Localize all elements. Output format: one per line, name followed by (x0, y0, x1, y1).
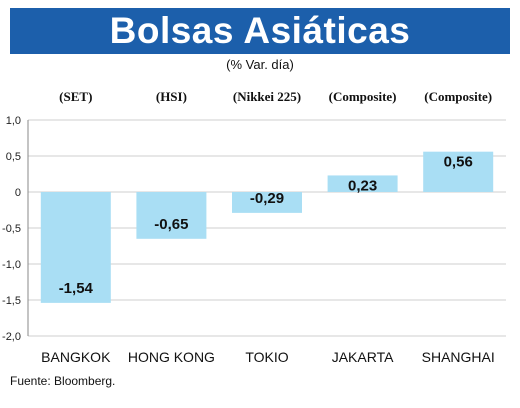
bar (40, 192, 111, 303)
chart-subtitle: (% Var. día) (226, 57, 294, 72)
data-label: 0,56 (444, 154, 473, 171)
category-label: SHANGHAI (422, 349, 495, 365)
data-label: 0,23 (348, 177, 377, 194)
data-label: -0,65 (154, 216, 188, 233)
y-tick-label: -0,5 (2, 223, 21, 235)
source-note: Fuente: Bloomberg. (10, 374, 116, 388)
bar (327, 175, 398, 192)
category-label: HONG KONG (128, 349, 215, 365)
category-label: BANGKOK (41, 349, 111, 365)
y-tick-label: 0,5 (6, 151, 21, 163)
index-label: (SET) (59, 89, 92, 104)
bar (232, 192, 302, 213)
index-label: (Composite) (329, 89, 397, 104)
bar (136, 192, 207, 239)
index-label: (HSI) (156, 89, 187, 104)
y-tick-label: -1,5 (2, 295, 21, 307)
y-tick-label: 0 (15, 187, 21, 199)
data-label: -1,54 (59, 280, 94, 297)
category-label: JAKARTA (332, 349, 394, 365)
y-tick-label: -2,0 (2, 331, 21, 343)
index-label: (Composite) (424, 89, 492, 104)
y-tick-label: -1,0 (2, 259, 21, 271)
y-tick-label: 1,0 (6, 115, 21, 127)
chart-title: Bolsas Asiáticas (10, 8, 510, 54)
category-label: TOKIO (245, 349, 288, 365)
data-label: -0,29 (250, 190, 284, 207)
index-label: (Nikkei 225) (233, 89, 301, 104)
bar (423, 151, 494, 192)
